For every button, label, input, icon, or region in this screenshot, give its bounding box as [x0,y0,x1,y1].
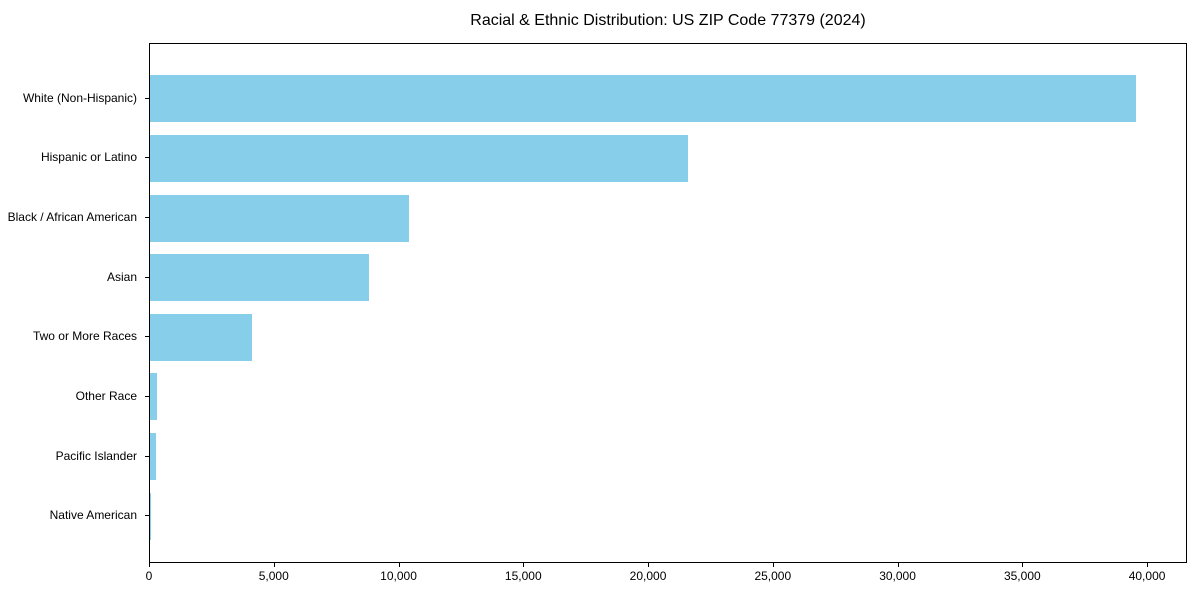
x-axis-tick [149,563,150,567]
y-axis-label: White (Non-Hispanic) [22,90,137,105]
y-axis-label: Native American [49,508,137,523]
x-axis-tick [398,563,400,567]
bar-two-or-more-races [150,313,253,361]
y-axis-tick [145,98,149,99]
y-axis-tick [145,217,149,218]
x-axis-tick-label: 5,000 [258,569,289,583]
y-axis-tick [145,456,149,457]
x-axis-tick-label: 20,000 [629,569,667,583]
bar-native-american [150,492,152,540]
x-axis-tick-label: 0 [145,569,153,583]
bar-white-non-hispanic [150,75,1137,123]
y-axis-label: Two or More Races [32,329,137,344]
y-axis-label: Asian [106,269,137,284]
bar-other-race [150,373,158,421]
x-axis-tick [772,563,774,567]
x-axis-tick [1022,563,1024,567]
y-axis-label: Hispanic or Latino [40,150,137,165]
x-axis-tick [273,563,275,567]
x-axis-tick-label: 40,000 [1128,569,1166,583]
x-axis-tick [1147,563,1149,567]
bar-pacific-islander [150,433,157,481]
y-axis-tick [145,515,149,516]
y-axis-tick [145,157,149,158]
x-axis-tick-label: 25,000 [754,569,792,583]
x-axis-tick [523,563,525,567]
y-axis-label: Black / African American [7,210,137,225]
bar-asian [150,254,370,302]
chart-title: Racial & Ethnic Distribution: US ZIP Cod… [470,12,866,29]
y-axis-label: Other Race [75,388,137,403]
x-axis-tick [897,563,899,567]
x-axis-tick [648,563,650,567]
y-axis-labels: White (Non-Hispanic) Hispanic or Latino Bl… [0,43,149,563]
bar-hispanic-or-latino [150,134,688,182]
y-axis-label: Pacific Islander [55,448,137,463]
x-axis-tick-label: 10,000 [380,569,417,583]
x-axis-tick-label: 35,000 [1003,569,1041,583]
bar-black-african-american [150,194,409,242]
y-axis-tick [145,277,149,278]
y-axis-tick [145,396,149,397]
x-axis-tick-label: 30,000 [879,569,916,583]
plot-area [149,43,1187,563]
x-axis-tick-label: 15,000 [504,569,542,583]
y-axis-tick [145,336,149,337]
